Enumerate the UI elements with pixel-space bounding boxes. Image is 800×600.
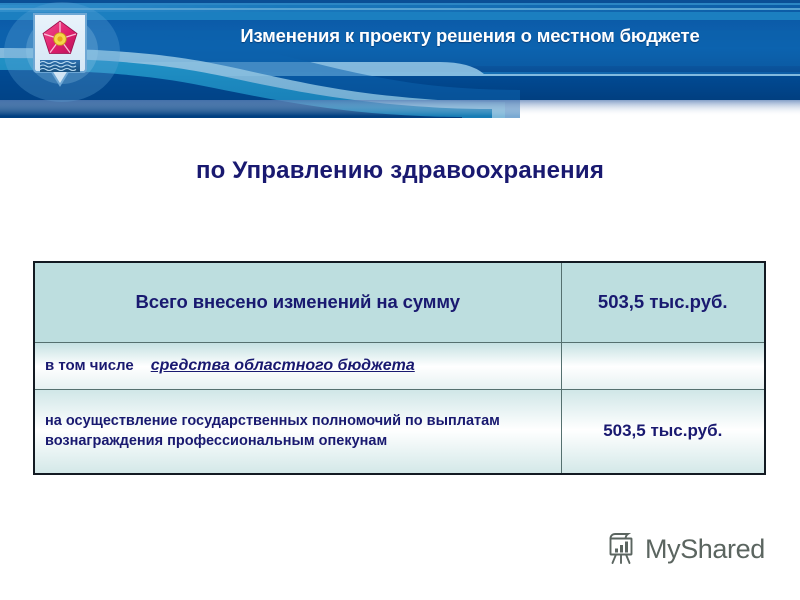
page-title: Изменения к проекту решения о местном бю… [240, 25, 700, 46]
watermark-label: MyShared [645, 533, 765, 564]
flipchart-bar-chart-icon [609, 533, 633, 564]
including-label-cell: в том числе средства областного бюджета [33, 341, 562, 390]
including-prefix: в том числе [45, 356, 134, 374]
table-row: Всего внесено изменений на сумму 503,5 т… [33, 261, 766, 343]
header-banner: Изменения к проекту решения о местном бю… [0, 0, 800, 118]
table-row: в том числе средства областного бюджета [33, 341, 766, 390]
guardianship-powers-label: на осуществление государственных полномо… [33, 388, 562, 475]
table-row: на осуществление государственных полномо… [33, 388, 766, 475]
budget-changes-table: Всего внесено изменений на сумму 503,5 т… [33, 261, 766, 475]
total-amount-value: 503,5 тыс.руб. [560, 261, 766, 343]
including-value [560, 341, 766, 390]
myshared-watermark: MyShared [604, 531, 765, 567]
banner-background-graphic [0, 0, 800, 118]
coat-of-arms-icon [33, 13, 87, 87]
section-subtitle: по Управлению здравоохранения [195, 157, 605, 184]
total-amount-label: Всего внесено изменений на сумму [33, 261, 562, 343]
regional-budget-funds-label: средства областного бюджета [150, 356, 415, 374]
guardianship-powers-value: 503,5 тыс.руб. [560, 388, 766, 475]
